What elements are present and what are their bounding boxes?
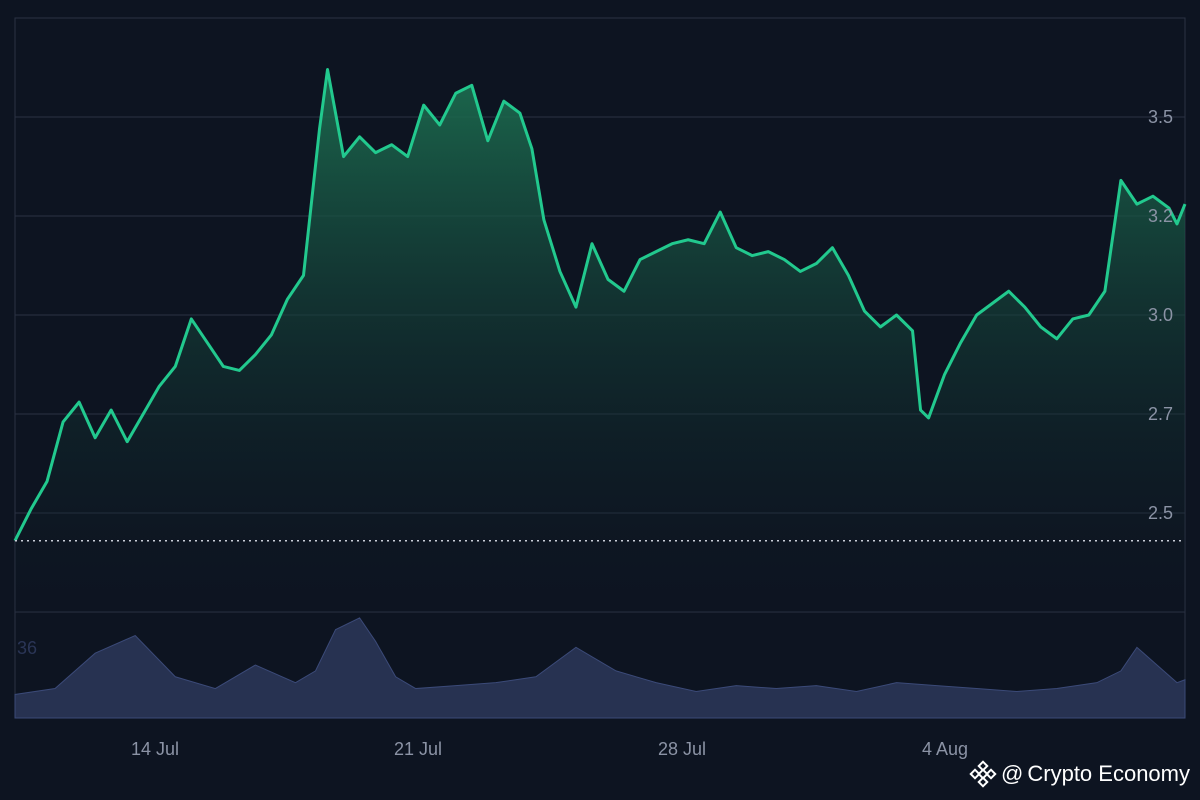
- price-area: [13, 67, 1187, 613]
- y-tick-label: 3.2: [1148, 206, 1173, 226]
- x-tick-label: 4 Aug: [922, 739, 968, 759]
- binance-diamond-icon: [969, 760, 997, 788]
- price-line: [13, 67, 1187, 542]
- y-axis: 2.5 2.7 3.0 3.2 3.5: [1148, 107, 1173, 523]
- watermark-at: @: [1001, 761, 1024, 786]
- x-tick-label: 14 Jul: [131, 739, 179, 759]
- watermark-text: Crypto Economy: [1027, 761, 1190, 786]
- watermark: @ Crypto Economy: [969, 760, 1190, 788]
- volume-max-label: 36: [17, 638, 37, 658]
- x-axis: 14 Jul 21 Jul 28 Jul 4 Aug: [131, 739, 968, 759]
- volume-area: [14, 617, 1186, 719]
- x-tick-label: 28 Jul: [658, 739, 706, 759]
- y-tick-label: 3.0: [1148, 305, 1173, 325]
- y-tick-label: 3.5: [1148, 107, 1173, 127]
- x-tick-label: 21 Jul: [394, 739, 442, 759]
- price-fill: [15, 69, 1185, 613]
- y-tick-label: 2.5: [1148, 503, 1173, 523]
- y-tick-label: 2.7: [1148, 404, 1173, 424]
- volume-series: [14, 617, 1186, 719]
